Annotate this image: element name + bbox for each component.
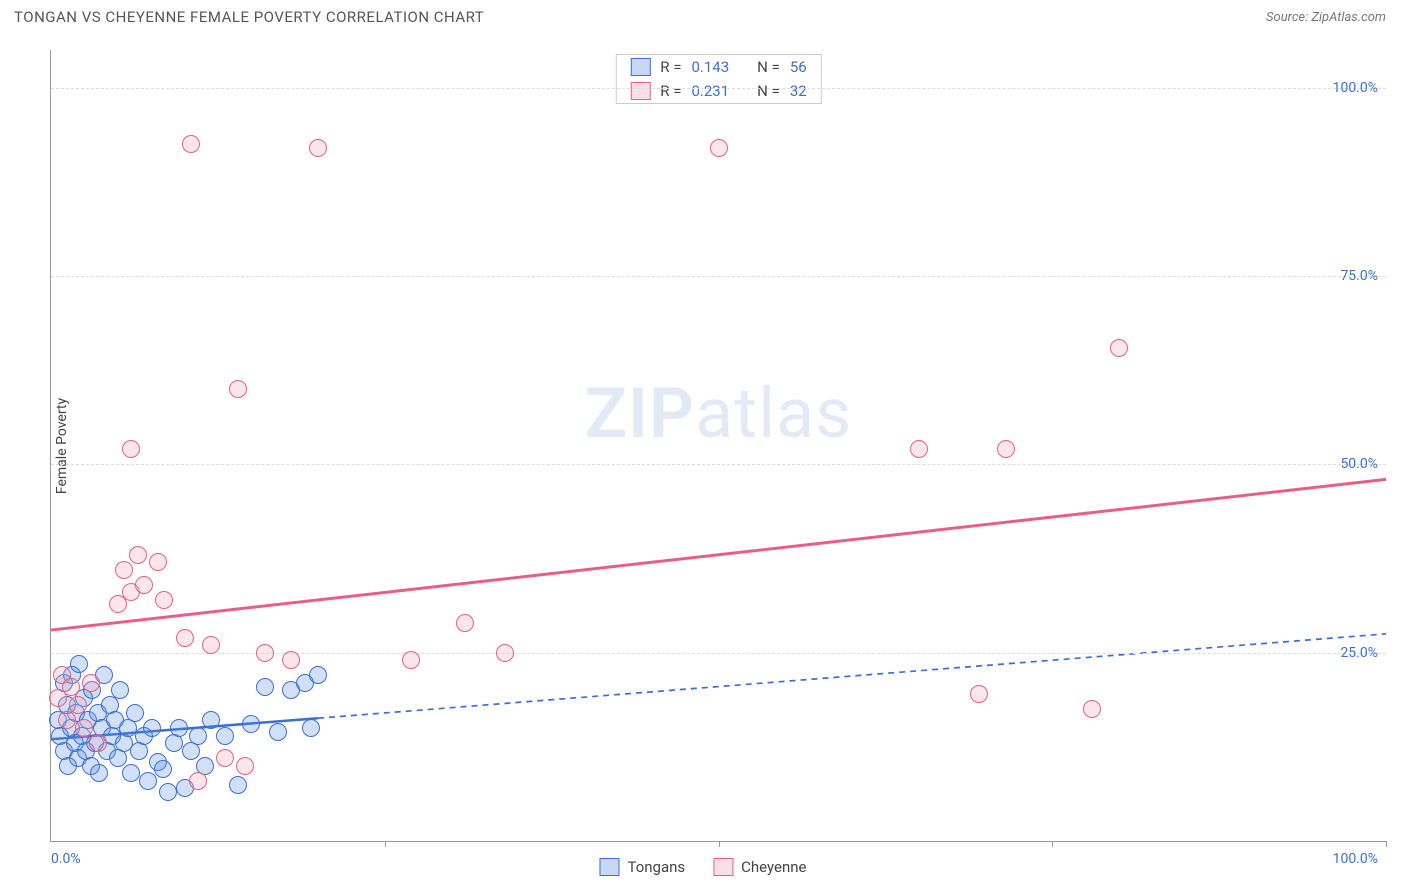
gridline [51,464,1386,465]
gridline [51,653,1386,654]
chart-plot-area: ZIPatlas R =0.143N =56R =0.231N =32 0.0%… [50,50,1386,842]
data-point [910,440,928,458]
data-point [970,685,988,703]
stat-r-label: R = [660,82,681,100]
data-point [282,651,300,669]
y-tick-label: 25.0% [1340,645,1378,661]
stat-r-label: R = [660,58,681,76]
data-point [309,139,327,157]
data-point [202,636,220,654]
data-point [70,655,88,673]
y-tick-label: 100.0% [1333,80,1378,96]
data-point [90,764,108,782]
source-label: Source: ZipAtlas.com [1266,10,1386,25]
data-point [456,614,474,632]
data-point [302,719,320,737]
x-origin-label: 0.0% [51,851,81,867]
data-point [242,715,260,733]
data-point [111,681,129,699]
data-point [126,704,144,722]
chart-title: TONGAN VS CHEYENNE FEMALE POVERTY CORREL… [14,8,484,26]
x-tick [385,841,386,847]
data-point [189,727,207,745]
y-tick-label: 75.0% [1340,268,1378,284]
data-point [58,711,76,729]
data-point [189,772,207,790]
data-point [236,757,254,775]
data-point [229,380,247,398]
legend-swatch [713,858,733,876]
data-point [402,651,420,669]
data-point [75,719,93,737]
data-point [82,674,100,692]
x-tick [1386,841,1387,847]
data-point [176,629,194,647]
data-point [115,561,133,579]
data-point [89,734,107,752]
data-point [202,711,220,729]
stat-r-value: 0.231 [691,82,729,100]
stat-r-value: 0.143 [691,58,729,76]
data-point [997,440,1015,458]
data-point [129,546,147,564]
data-point [256,644,274,662]
data-point [496,644,514,662]
series-legend: Tongans Cheyenne [599,858,806,876]
legend-swatch [599,858,619,876]
stat-n-label: N = [757,82,780,100]
data-point [229,776,247,794]
data-point [69,696,87,714]
data-point [135,576,153,594]
stat-n-value: 32 [790,82,807,100]
data-point [269,723,287,741]
data-point [143,719,161,737]
data-point [710,139,728,157]
data-point [122,440,140,458]
series-legend-item: Cheyenne [713,858,806,876]
data-point [149,553,167,571]
data-point [256,678,274,696]
data-point [216,749,234,767]
legend-swatch [630,58,650,76]
series-name: Tongans [627,858,685,876]
stat-legend: R = 0.143 N = 56 R = 0.231 N = 32 [615,54,821,104]
x-tick [1052,841,1053,847]
stat-n-value: 56 [790,58,807,76]
data-point [155,591,173,609]
watermark: ZIPatlas [585,373,853,455]
x-max-label: 100.0% [1333,851,1378,867]
gridline [51,276,1386,277]
data-point [122,764,140,782]
data-point [62,678,80,696]
data-point [1110,339,1128,357]
stat-legend-row: R = 0.143 N = 56 [616,55,820,79]
stat-n-label: N = [757,58,780,76]
y-tick-label: 50.0% [1340,456,1378,472]
series-legend-item: Tongans [599,858,685,876]
legend-swatch [630,82,650,100]
data-point [182,135,200,153]
gridline [51,88,1386,89]
data-point [309,666,327,684]
x-tick [719,841,720,847]
data-point [216,727,234,745]
series-name: Cheyenne [741,858,806,876]
data-point [170,719,188,737]
data-point [154,760,172,778]
data-point [1083,700,1101,718]
stat-legend-row: R = 0.231 N = 32 [616,79,820,103]
